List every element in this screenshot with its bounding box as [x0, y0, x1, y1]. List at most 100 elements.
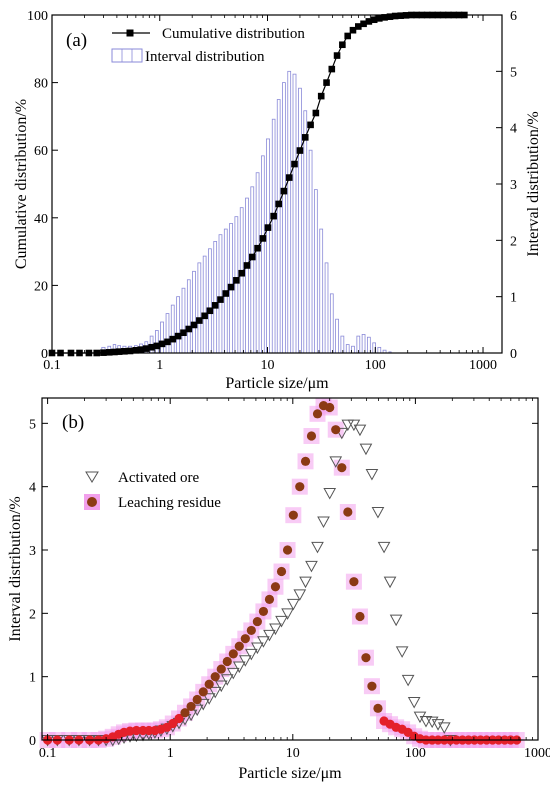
interval-bar: [197, 262, 202, 354]
cumulative-point: [217, 296, 224, 303]
interval-bar: [170, 304, 175, 354]
panel-label-a: (a): [66, 30, 87, 51]
activated-ore-point: [323, 488, 337, 500]
cumulative-point: [349, 26, 357, 34]
activated-ore-point: [395, 646, 409, 658]
activated-ore-point: [437, 722, 451, 734]
interval-bar: [292, 73, 297, 354]
cumulative-point: [248, 253, 256, 261]
interval-bar: [303, 110, 308, 354]
y-axis-left-label-a: Cumulative distribution/%: [13, 99, 30, 269]
y-tick-right-label-a: 0: [510, 347, 517, 362]
cumulative-point: [126, 347, 134, 355]
leaching-residue-point: [295, 482, 305, 492]
activated-ore-point: [293, 589, 307, 601]
cumulative-point: [153, 342, 161, 350]
interval-bar: [218, 234, 223, 354]
x-tick-label-a: 100: [365, 358, 386, 373]
y-tick-right-label-a: 2: [510, 234, 517, 249]
x-axis-label-b: Particle size/μm: [238, 765, 342, 782]
leaching-residue-point: [192, 694, 202, 705]
activated-ore-point: [269, 623, 282, 636]
activated-ore-point: [335, 427, 349, 440]
activated-ore-point: [220, 674, 234, 686]
cumulative-point: [317, 92, 325, 100]
interval-bar: [340, 335, 345, 354]
interval-bar: [165, 313, 170, 354]
x-axis-label-a: Particle size/μm: [225, 375, 329, 392]
panel-label-b: (b): [62, 412, 84, 433]
activated-ore-point: [281, 608, 294, 620]
cumulative-point: [243, 262, 251, 269]
interval-bar: [202, 255, 207, 354]
leaching-residue-point: [186, 701, 196, 712]
leaching-residue-point: [312, 409, 323, 419]
y-tick-left-label-a: 60: [34, 144, 48, 159]
activated-ore-point: [377, 541, 391, 554]
activated-ore-point: [371, 507, 385, 519]
interval-bar: [160, 321, 164, 354]
leaching-residue-point: [325, 402, 335, 413]
y-tick-label-b: 3: [29, 544, 36, 559]
cumulative-point: [376, 15, 383, 22]
cumulative-point: [275, 200, 282, 208]
leaching-residue-point: [210, 672, 220, 682]
leaching-residue-point: [174, 713, 184, 724]
interval-bar: [319, 228, 324, 354]
y-axis-right-label-a: Interval distribution/%: [525, 111, 542, 256]
activated-ore-point: [275, 615, 288, 628]
cumulative-point: [307, 121, 314, 129]
activated-ore-point: [353, 424, 367, 437]
cumulative-point: [391, 12, 399, 20]
interval-bar: [345, 344, 350, 354]
leaching-residue-point: [343, 507, 353, 517]
cumulative-point: [312, 109, 320, 117]
activated-ore-point: [359, 443, 373, 456]
cumulative-point: [397, 12, 404, 19]
cumulative-point: [365, 18, 373, 25]
cumulative-point: [370, 16, 378, 24]
y-tick-label-b: 2: [29, 607, 36, 622]
cumulative-point: [259, 235, 267, 242]
leaching-residue-point: [367, 681, 377, 691]
cumulative-point: [115, 348, 123, 355]
interval-bar: [313, 189, 318, 354]
leaching-residue-point: [355, 611, 365, 622]
interval-bar: [377, 346, 382, 354]
leaching-residue-point: [264, 594, 275, 605]
activated-ore-point: [196, 698, 210, 711]
cumulative-point: [233, 277, 240, 284]
cumulative-point: [280, 187, 288, 195]
legend-b: Activated ore Leaching residue: [84, 470, 221, 511]
cumulative-point: [254, 244, 261, 252]
cumulative-point: [270, 212, 277, 220]
interval-bar: [192, 270, 196, 354]
leaching-residue-point: [222, 656, 232, 667]
interval-bar: [255, 172, 260, 354]
interval-bar: [186, 279, 191, 354]
activated-ore-point: [329, 456, 343, 468]
y-tick-right-label-a: 3: [510, 178, 517, 193]
cumulative-point: [355, 23, 362, 30]
activated-ore-point: [341, 419, 355, 432]
y-tick-left-label-a: 0: [41, 347, 48, 362]
x-tick-label-b: 0.1: [39, 746, 57, 761]
legend-interval-swatch: [111, 48, 143, 63]
cumulative-point: [333, 52, 341, 59]
x-tick-label-b: 100: [405, 746, 426, 761]
cumulative-point: [201, 312, 208, 320]
activated-ore-point: [407, 697, 421, 709]
activated-ore-point: [214, 680, 228, 693]
leaching-residue-point: [180, 708, 190, 718]
interval-bar: [213, 241, 218, 354]
interval-bar: [234, 216, 239, 354]
leaching-residue-point: [331, 425, 341, 435]
activated-ore-point: [305, 560, 318, 573]
cumulative-point: [323, 79, 330, 86]
y-tick-right-label-a: 5: [510, 65, 517, 80]
y-tick-left-label-a: 80: [34, 77, 48, 92]
legend-leaching-residue-marker: [87, 497, 97, 507]
cumulative-point: [137, 346, 145, 353]
activated-ore-point: [232, 661, 246, 674]
interval-bars: [101, 70, 392, 354]
